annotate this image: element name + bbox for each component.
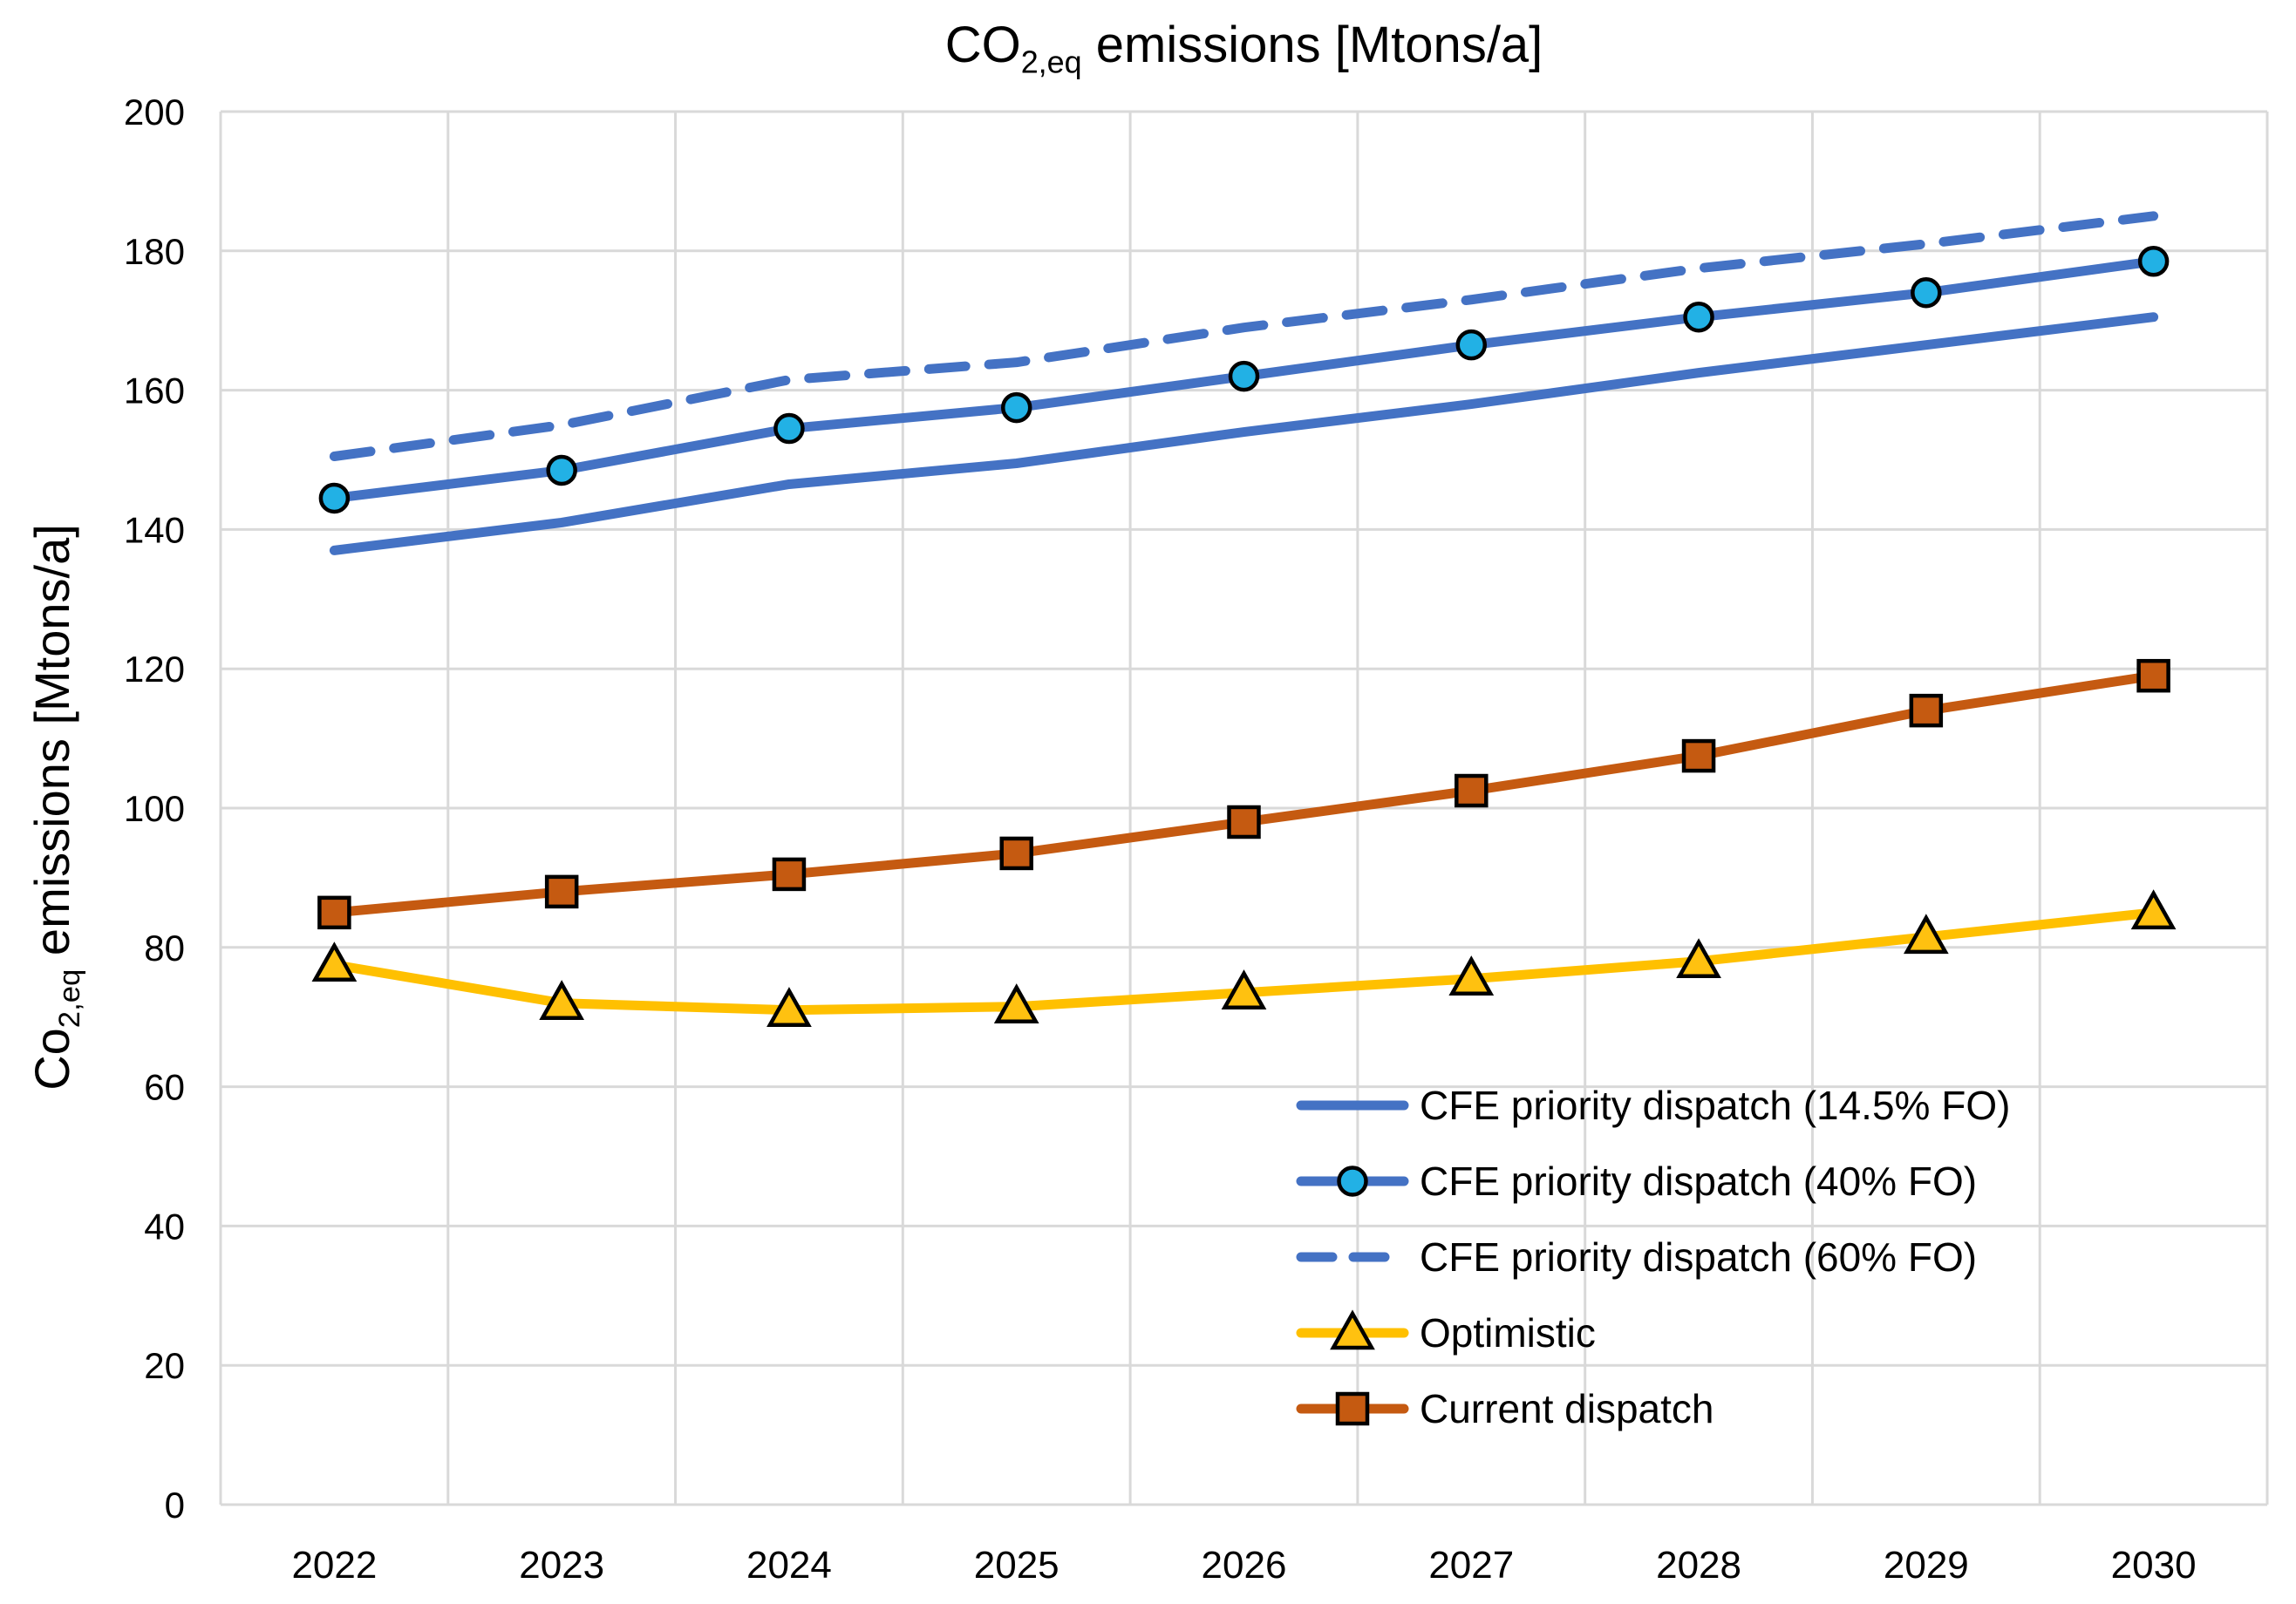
circle-marker [1683, 301, 1714, 333]
x-axis-tick-labels: 2022 2023 2024 2025 2026 2027 2028 2029 2030 [291, 1544, 2196, 1587]
series-line [329, 670, 2159, 918]
triangle-marker [1221, 969, 1267, 1009]
legend-item-4: Current dispatch [1296, 1386, 1714, 1431]
y-tick-label: 40 [144, 1206, 185, 1247]
y-tick-label: 60 [144, 1067, 185, 1108]
y-axis-tick-labels: 0 20 40 60 80 100 120 140 160 180 200 [124, 92, 185, 1526]
circle-marker [2137, 246, 2170, 277]
x-tick-label: 2028 [1656, 1544, 1741, 1587]
triangle-marker [539, 980, 585, 1020]
circle-marker [1228, 360, 1260, 392]
legend-label: CFE priority dispatch (60% FO) [1420, 1234, 1977, 1280]
square-marker [317, 895, 351, 930]
series-4 [317, 658, 2170, 930]
triangle-marker [1903, 914, 1949, 955]
y-tick-label: 120 [124, 649, 185, 690]
legend-label: CFE priority dispatch (14.5% FO) [1420, 1083, 2010, 1128]
circle-marker [1337, 1166, 1368, 1197]
y-tick-label: 200 [124, 92, 185, 133]
square-marker [1909, 693, 1944, 728]
legend-label: CFE priority dispatch (40% FO) [1420, 1159, 1977, 1204]
chart-title-prefix: CO [944, 17, 1021, 73]
legend-label: Current dispatch [1420, 1386, 1714, 1431]
series-line [329, 312, 2159, 555]
triangle-marker [2130, 889, 2177, 930]
circle-marker [318, 482, 351, 514]
square-marker [1227, 805, 1261, 839]
chart-title: CO2,eq emissions [Mtons/a] [221, 3, 2267, 87]
square-marker [1335, 1391, 1370, 1426]
legend-item-3: Optimistic [1296, 1309, 1596, 1356]
legend-label: Optimistic [1420, 1310, 1596, 1356]
square-marker [1681, 738, 1716, 773]
triangle-marker [993, 983, 1039, 1023]
square-marker [999, 836, 1033, 871]
series-3 [311, 889, 2177, 1027]
legend-item-1: CFE priority dispatch (40% FO) [1296, 1159, 1977, 1204]
circle-marker [546, 454, 577, 486]
triangle-marker [1330, 1309, 1375, 1350]
circle-marker [1455, 329, 1488, 361]
y-tick-label: 180 [124, 231, 185, 272]
series-2 [329, 211, 2159, 462]
square-marker [544, 874, 579, 909]
circle-marker [773, 412, 805, 445]
circle-marker [1911, 276, 1942, 309]
y-tick-label: 80 [144, 928, 185, 969]
triangle-marker [766, 987, 812, 1027]
legend-item-2: CFE priority dispatch (60% FO) [1296, 1234, 1977, 1280]
circle-marker [1000, 391, 1032, 424]
triangle-marker [311, 941, 358, 982]
x-tick-label: 2030 [2111, 1544, 2197, 1587]
series-1 [318, 246, 2170, 514]
triangle-marker [1448, 955, 1495, 996]
square-marker [772, 857, 807, 892]
y-tick-label: 140 [124, 509, 185, 550]
legend-item-0: CFE priority dispatch (14.5% FO) [1296, 1083, 2010, 1128]
x-tick-label: 2027 [1428, 1544, 1514, 1587]
chart-title-suffix: emissions [Mtons/a] [1081, 17, 1543, 73]
y-tick-label: 100 [124, 788, 185, 829]
x-tick-label: 2029 [1884, 1544, 1969, 1587]
y-tick-label: 20 [144, 1345, 185, 1386]
series-line [329, 211, 2159, 462]
chart-title-subscript: 2,eq [1020, 44, 1082, 80]
x-tick-label: 2025 [974, 1544, 1059, 1587]
square-marker [1455, 773, 1489, 808]
y-tick-label: 160 [124, 370, 185, 411]
y-tick-label: 0 [165, 1485, 185, 1526]
x-tick-label: 2023 [519, 1544, 604, 1587]
x-tick-label: 2022 [291, 1544, 377, 1587]
square-marker [2136, 658, 2170, 693]
x-tick-label: 2024 [746, 1544, 832, 1587]
x-tick-label: 2026 [1202, 1544, 1287, 1587]
triangle-marker [1676, 938, 1721, 979]
legend: CFE priority dispatch (14.5% FO) CFE prio… [1296, 1083, 2010, 1431]
series-0 [329, 312, 2159, 555]
